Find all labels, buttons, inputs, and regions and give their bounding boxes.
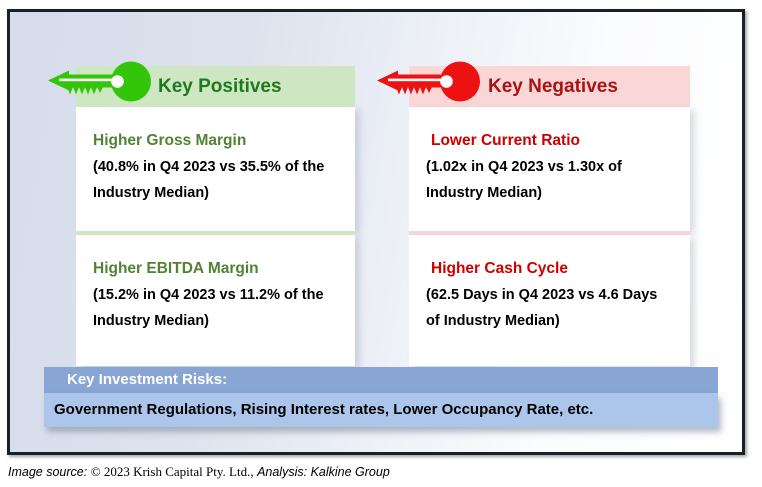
risks-header-band: Key Investment Risks: (44, 367, 718, 393)
negative-item-detail: (62.5 Days in Q4 2023 vs 4.6 Days of Ind… (426, 287, 658, 329)
positives-divider (76, 231, 355, 235)
image-source-value: © 2023 Krish Capital Pty. Ltd., (90, 464, 254, 479)
negative-item-heading: Lower Current Ratio (431, 132, 580, 149)
negative-item-heading: Higher Cash Cycle (431, 260, 568, 277)
negative-item-card: Higher Cash Cycle (62.5 Days in Q4 2023 … (409, 235, 690, 366)
positive-item-detail: (15.2% in Q4 2023 vs 11.2% of the Indust… (93, 287, 324, 329)
negative-item-card: Lower Current Ratio (1.02x in Q4 2023 vs… (409, 107, 690, 231)
negative-item-detail: (1.02x in Q4 2023 vs 1.30x of Industry M… (426, 159, 622, 201)
negatives-title: Key Negatives (488, 76, 618, 97)
positive-item-detail: (40.8% in Q4 2023 vs 35.5% of the Indust… (93, 159, 325, 201)
positive-item-card: Higher Gross Margin (40.8% in Q4 2023 vs… (76, 107, 355, 231)
risks-content-band: Government Regulations, Rising Interest … (44, 393, 718, 427)
positive-item-heading: Higher Gross Margin (93, 132, 247, 149)
image-source-label: Image source: (8, 465, 88, 479)
positive-item-heading: Higher EBITDA Margin (93, 260, 259, 277)
positives-title: Key Positives (158, 76, 282, 97)
analysis-value: Kalkine Group (310, 465, 390, 479)
red-key-icon (377, 61, 480, 102)
green-key-icon (48, 61, 151, 102)
analysis-label: Analysis: (257, 465, 308, 479)
risks-text: Government Regulations, Rising Interest … (54, 401, 594, 418)
attribution-footer: Image source: © 2023 Krish Capital Pty. … (8, 464, 390, 480)
negatives-divider (409, 231, 690, 235)
risks-title: Key Investment Risks: (67, 371, 228, 388)
positive-item-card: Higher EBITDA Margin (15.2% in Q4 2023 v… (76, 235, 355, 366)
